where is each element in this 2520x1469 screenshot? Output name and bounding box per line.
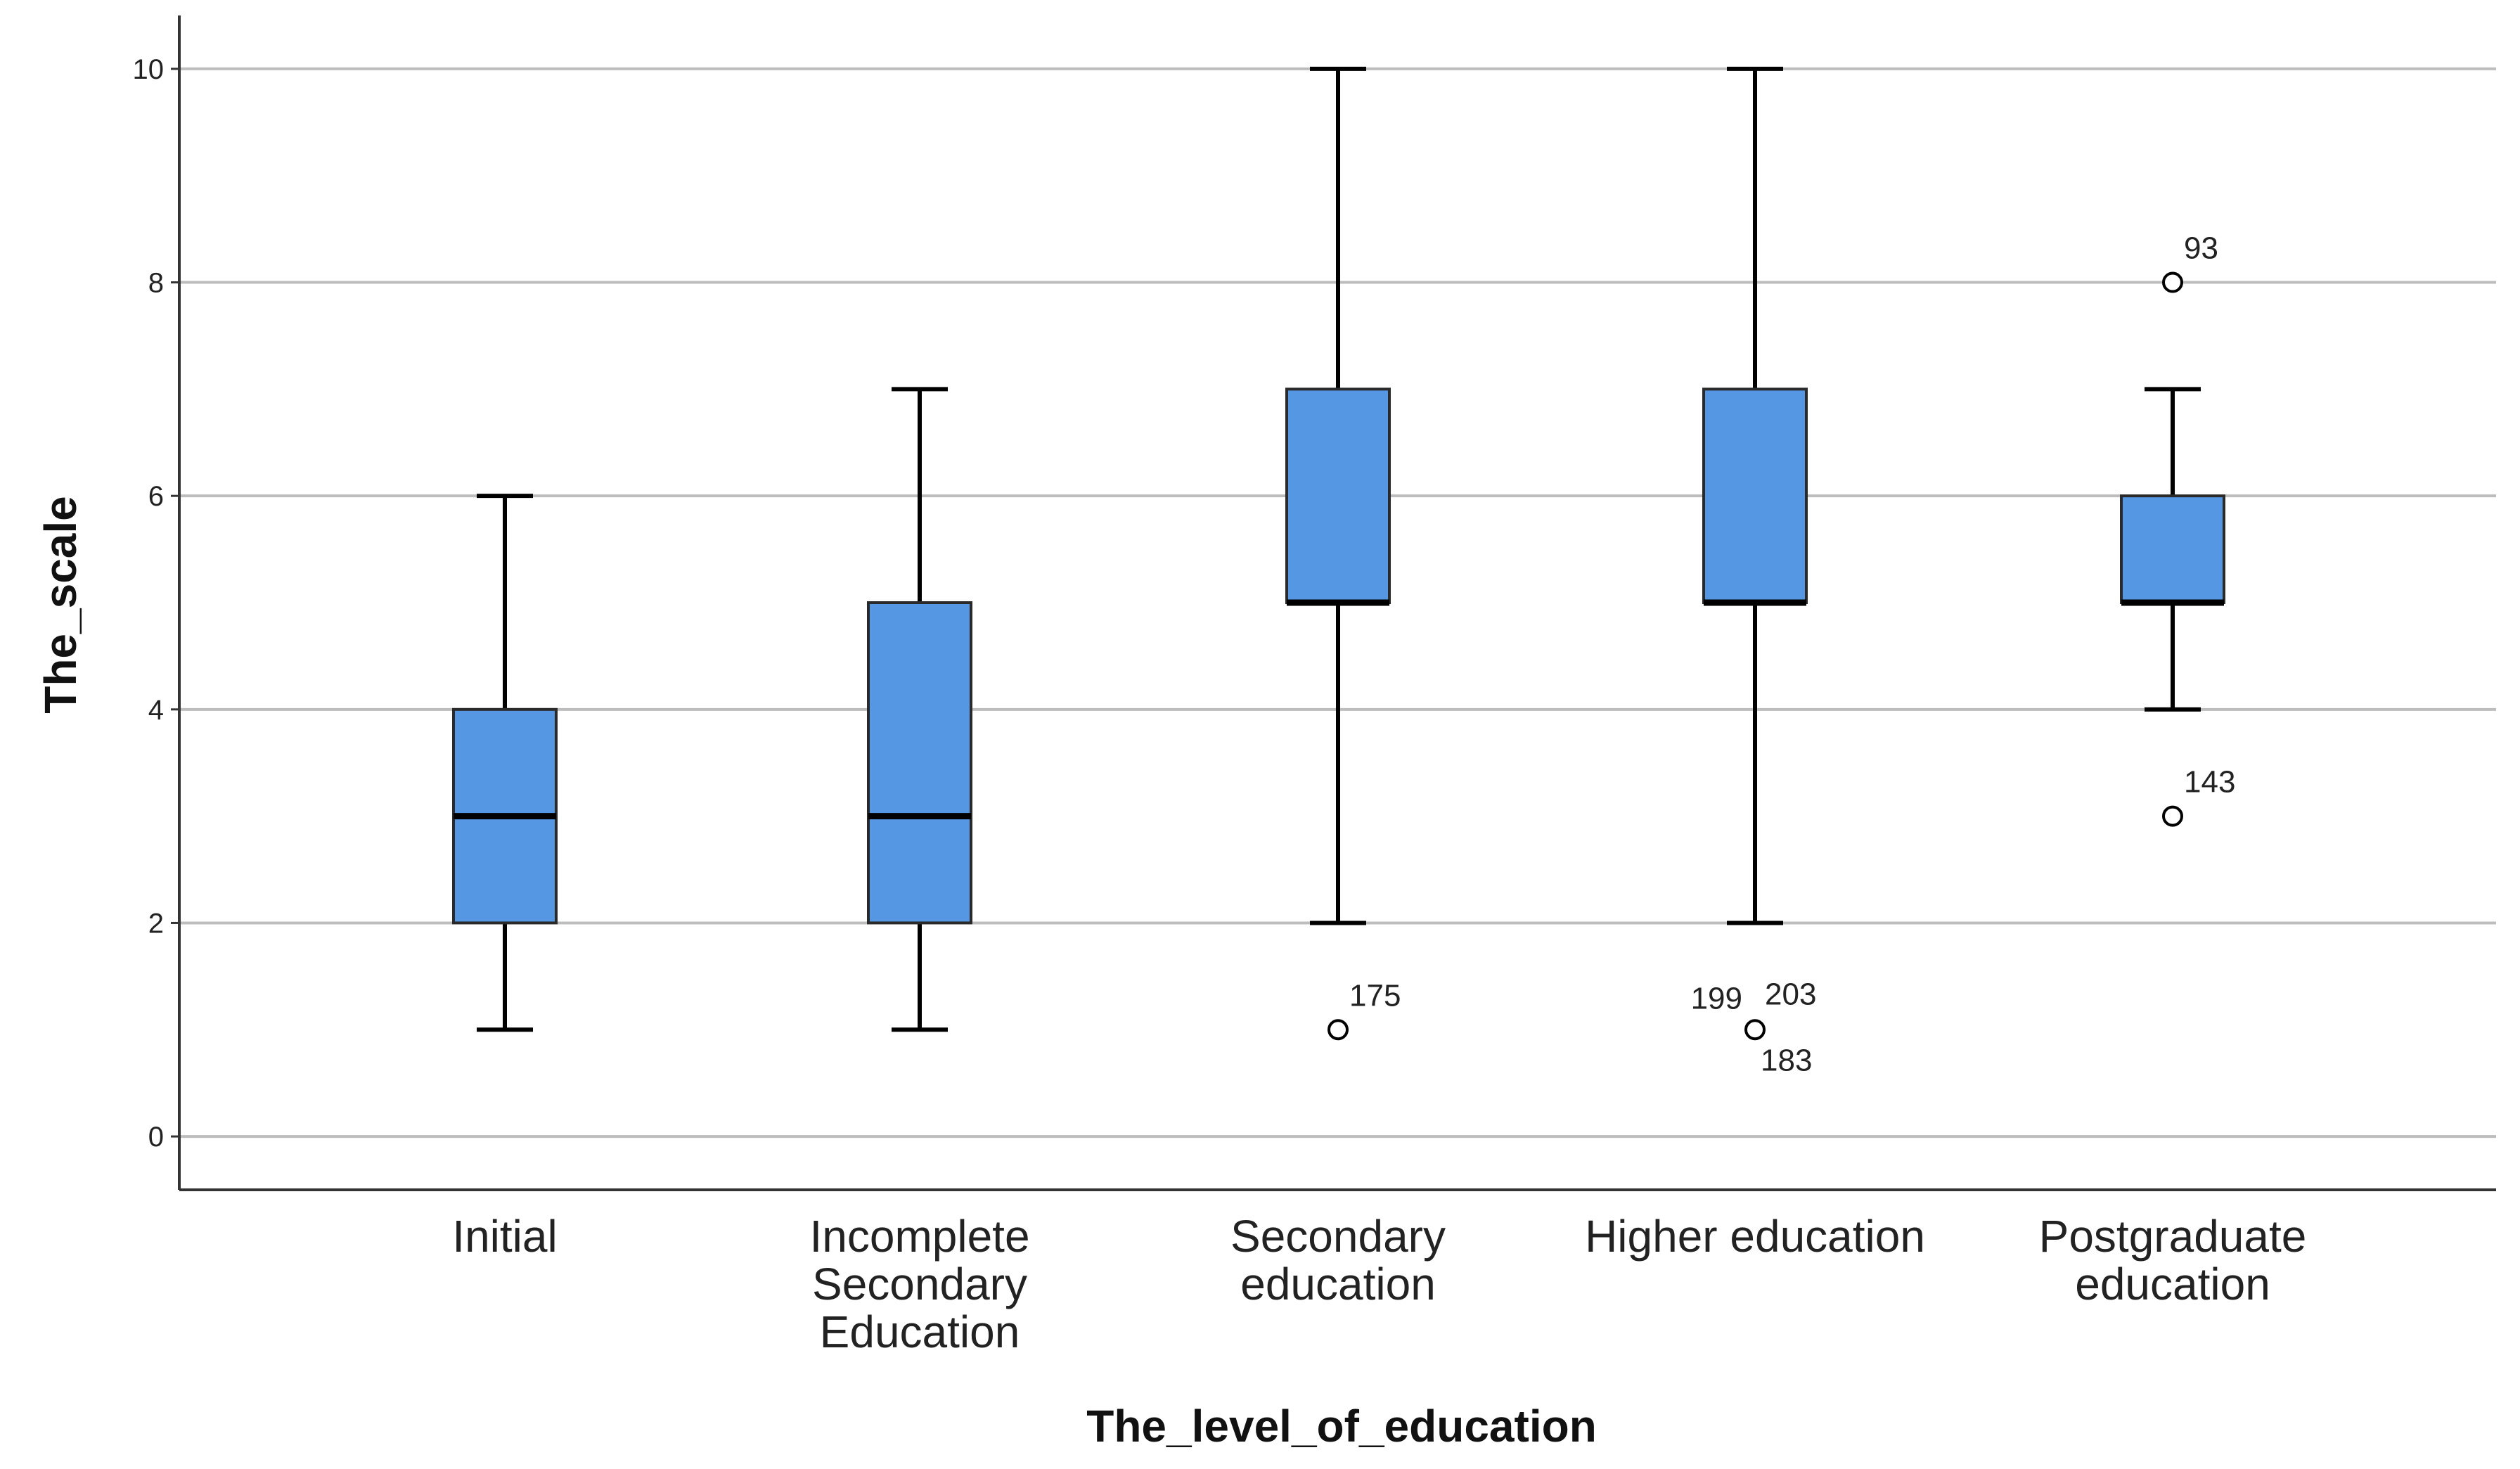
category-label: Secondary xyxy=(1230,1211,1446,1262)
outlier-point xyxy=(1328,1019,1349,1041)
axes xyxy=(171,15,2496,1191)
outlier-label: 183 xyxy=(1761,1043,1812,1077)
category-label: Incomplete xyxy=(809,1211,1029,1262)
x-axis-title: The_level_of_education xyxy=(1086,1401,1597,1451)
y-tick-label: 6 xyxy=(148,481,164,512)
y-tick-label: 10 xyxy=(133,54,165,85)
iqr-box xyxy=(1285,387,1391,604)
category-label: education xyxy=(1240,1259,1436,1309)
outlier-point xyxy=(1744,1019,1766,1041)
outlier-label: 93 xyxy=(2184,231,2218,266)
category-label: Secondary xyxy=(812,1259,1027,1309)
boxes xyxy=(452,66,2225,1041)
outlier-point xyxy=(2162,805,2183,827)
iqr-box xyxy=(2120,494,2225,604)
y-axis-title: The_scale xyxy=(35,496,86,714)
iqr-box xyxy=(1702,387,1808,604)
outlier-label: 143 xyxy=(2184,765,2235,800)
outlier-label: 175 xyxy=(1349,978,1401,1013)
category-label: Postgraduate xyxy=(2039,1211,2307,1262)
category-label: Initial xyxy=(452,1211,557,1262)
outlier-point xyxy=(2162,271,2183,293)
iqr-box xyxy=(867,601,972,925)
y-tick-label: 0 xyxy=(148,1122,164,1153)
y-tick-label: 2 xyxy=(148,908,164,939)
outlier-label: 203 xyxy=(1765,977,1816,1011)
y-tick-label: 4 xyxy=(148,695,164,726)
outlier-label: 199 xyxy=(1691,981,1742,1015)
category-label: education xyxy=(2075,1259,2270,1309)
category-label: Education xyxy=(820,1307,1020,1357)
y-tick-label: 8 xyxy=(148,268,164,299)
category-label: Higher education xyxy=(1585,1211,1925,1262)
